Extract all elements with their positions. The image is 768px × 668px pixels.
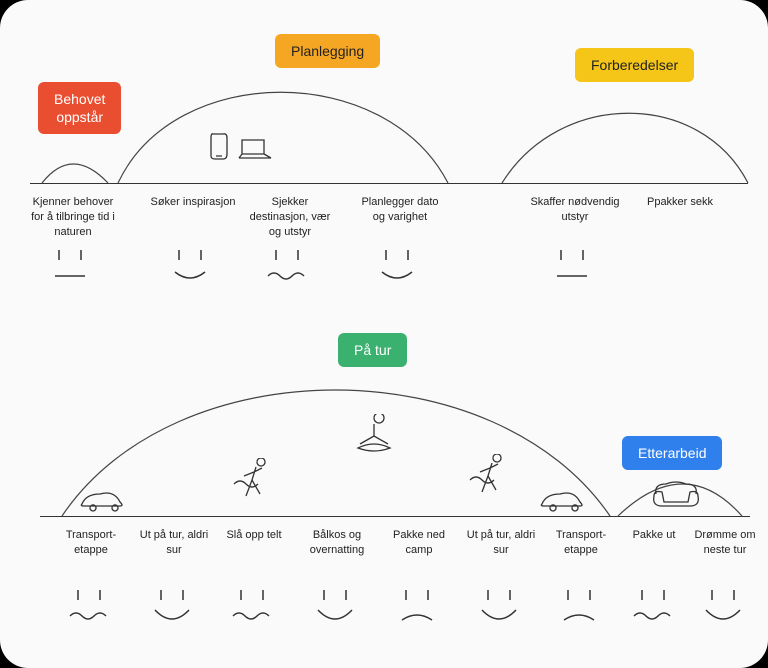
face-icon [628,588,683,628]
meditate-icon [352,414,396,454]
face-icon [392,588,447,628]
step-label: Bålkos og overnatting [298,528,376,558]
face-icon [698,588,753,628]
car-icon [540,488,584,512]
step-label: Ut på tur, aldri sur [135,528,213,558]
journey-map-card: Behovet oppstår Planlegging Forberedelse… [0,0,768,668]
step-label: Drømme om neste tur [690,528,760,558]
walker-icon [468,454,508,496]
row2-arcs [0,0,768,540]
step-label: Transport-etappe [52,528,130,558]
step-label: Slå opp telt [215,528,293,543]
step-label: Pakke ut [620,528,688,543]
step-label: Transport-etappe [542,528,620,558]
face-icon [310,588,365,628]
face-icon [227,588,282,628]
face-icon [474,588,529,628]
face-icon [147,588,202,628]
walker-icon [232,458,272,500]
step-label: Pakke ned camp [380,528,458,558]
face-icon [64,588,119,628]
row2-baseline [40,516,750,517]
face-icon [554,588,609,628]
sofa-icon [650,476,702,512]
step-label: Ut på tur, aldri sur [462,528,540,558]
car-icon [80,488,124,512]
